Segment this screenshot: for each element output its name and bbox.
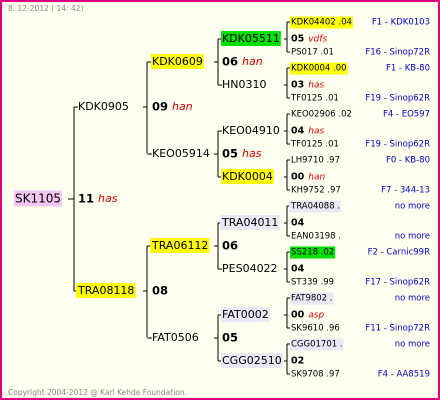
gen4-info: F4 - AA8519 xyxy=(378,370,430,380)
gen4-name: FAT9802 . xyxy=(291,294,333,304)
gen2-name: TRA06112 xyxy=(151,239,208,252)
gen4-name: TF0125 .01 xyxy=(290,140,339,150)
gen4-info: no more xyxy=(395,294,430,304)
highlight xyxy=(221,31,281,46)
gen4-info: F11 - Sinop72R xyxy=(365,324,430,334)
gen4-info: F7 - 344-13 xyxy=(381,186,430,196)
year: 11 xyxy=(78,192,94,206)
gen4-info: no more xyxy=(395,232,430,242)
highlight xyxy=(14,190,63,207)
root-name: SK1105 xyxy=(15,192,61,206)
gen3-name: KEO04910 xyxy=(222,124,280,137)
gen4-name: KDK04402 .04 xyxy=(291,18,352,28)
year: 09 xyxy=(152,100,168,114)
gen4-info: no more xyxy=(395,340,430,350)
gen4-info: F17 - Sinop62R xyxy=(365,278,430,288)
year: 06 xyxy=(222,55,238,69)
note: vdfs xyxy=(308,35,327,45)
gen1-name: KDK0905 xyxy=(78,100,129,113)
gen4-name: ST339 .99 xyxy=(291,278,334,288)
gen4-name: KDK0004 .00 xyxy=(291,64,347,74)
note: has xyxy=(98,192,118,205)
year: 08 xyxy=(152,284,168,298)
highlight xyxy=(290,62,348,75)
highlight xyxy=(220,215,280,230)
gen3-name: KDK05511 xyxy=(222,32,280,45)
year: 05 xyxy=(222,147,238,161)
gen4-info: F0 - KB-80 xyxy=(386,156,430,166)
note: han xyxy=(242,55,263,68)
highlight xyxy=(290,16,353,29)
gen1-name: TRA08118 xyxy=(77,284,134,297)
gen4-name: TF0125 .01 xyxy=(290,94,339,104)
gen3-name: HN0310 xyxy=(222,78,267,91)
year: 04 xyxy=(291,264,305,275)
highlight xyxy=(289,200,342,213)
year: 06 xyxy=(222,239,238,253)
year: 00 xyxy=(291,172,305,183)
gen3-name: CGG02510 xyxy=(222,354,282,367)
highlight xyxy=(221,307,270,322)
gen4-name: SS218 .02 xyxy=(291,248,334,258)
note: asp xyxy=(308,311,324,321)
gen4-info: F19 - Sinop62R xyxy=(365,94,430,104)
gen3-name: FAT0002 xyxy=(222,308,269,321)
gen4-name: TRA04088 . xyxy=(290,202,340,212)
gen4-info: F16 - Sinop72R xyxy=(365,48,430,58)
gen4-info: no more xyxy=(395,202,430,212)
year: 00 xyxy=(291,310,305,321)
gen4-info: F1 - KB-80 xyxy=(386,64,430,74)
highlight xyxy=(221,169,274,184)
gen2-name: KEO05914 xyxy=(152,147,210,160)
year: 02 xyxy=(291,356,304,367)
highlight xyxy=(290,246,336,259)
gen2-name: FAT0506 xyxy=(152,331,199,344)
gen3-name: KDK0004 xyxy=(222,170,273,183)
gen4-name: PS017 .01 xyxy=(291,48,334,58)
gen4-info: F4 - EO597 xyxy=(383,110,430,120)
highlight xyxy=(150,238,210,253)
gen4-name: CGG01701 . xyxy=(291,340,343,350)
year: 04 xyxy=(291,218,305,229)
highlight xyxy=(76,283,136,298)
note: has xyxy=(308,127,324,137)
gen4-name: SK9708 .97 xyxy=(291,370,340,380)
highlight xyxy=(221,353,283,368)
gen4-name: KEO02906 .02 xyxy=(291,110,352,120)
highlight xyxy=(151,54,204,69)
gen4-name: EAN03198 . xyxy=(291,232,341,242)
note: han xyxy=(172,100,193,113)
highlight xyxy=(290,292,334,305)
gen4-info: F1 - KDK0103 xyxy=(372,18,430,28)
note: han xyxy=(308,173,325,183)
footer: Copyright 2004-2012 @ Karl Kehde Foundat… xyxy=(8,388,187,397)
year: 03 xyxy=(291,80,304,91)
gen4-name: SK9610 .96 xyxy=(291,324,340,334)
gen4-info: F19 - Sinop62R xyxy=(365,140,430,150)
gen4-name: LH9710 .97 xyxy=(291,156,340,166)
gen4-name: KH9752 .97 xyxy=(291,186,341,196)
gen2-name: KDK0609 xyxy=(152,55,203,68)
year: 05 xyxy=(222,331,238,345)
gen3-name: TRA04011 xyxy=(221,216,278,229)
note: has xyxy=(242,147,262,160)
gen3-name: PES04022 xyxy=(222,262,278,275)
year: 04 xyxy=(291,126,305,137)
note: has xyxy=(308,81,324,91)
header-date: 8. 12-2012 ( 14: 42) xyxy=(8,4,84,13)
gen4-info: F2 - Carnic99R xyxy=(368,248,430,258)
highlight xyxy=(290,338,344,351)
year: 05 xyxy=(291,34,304,45)
